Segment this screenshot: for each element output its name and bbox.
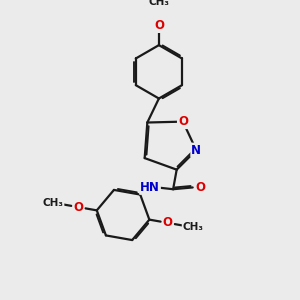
Text: O: O xyxy=(74,201,83,214)
Text: CH₃: CH₃ xyxy=(148,0,170,8)
Text: N: N xyxy=(191,144,201,157)
Text: HN: HN xyxy=(140,181,160,194)
Text: O: O xyxy=(178,115,188,128)
Text: O: O xyxy=(196,181,206,194)
Text: CH₃: CH₃ xyxy=(43,198,64,208)
Text: O: O xyxy=(154,19,164,32)
Text: O: O xyxy=(163,216,173,230)
Text: CH₃: CH₃ xyxy=(183,222,204,232)
